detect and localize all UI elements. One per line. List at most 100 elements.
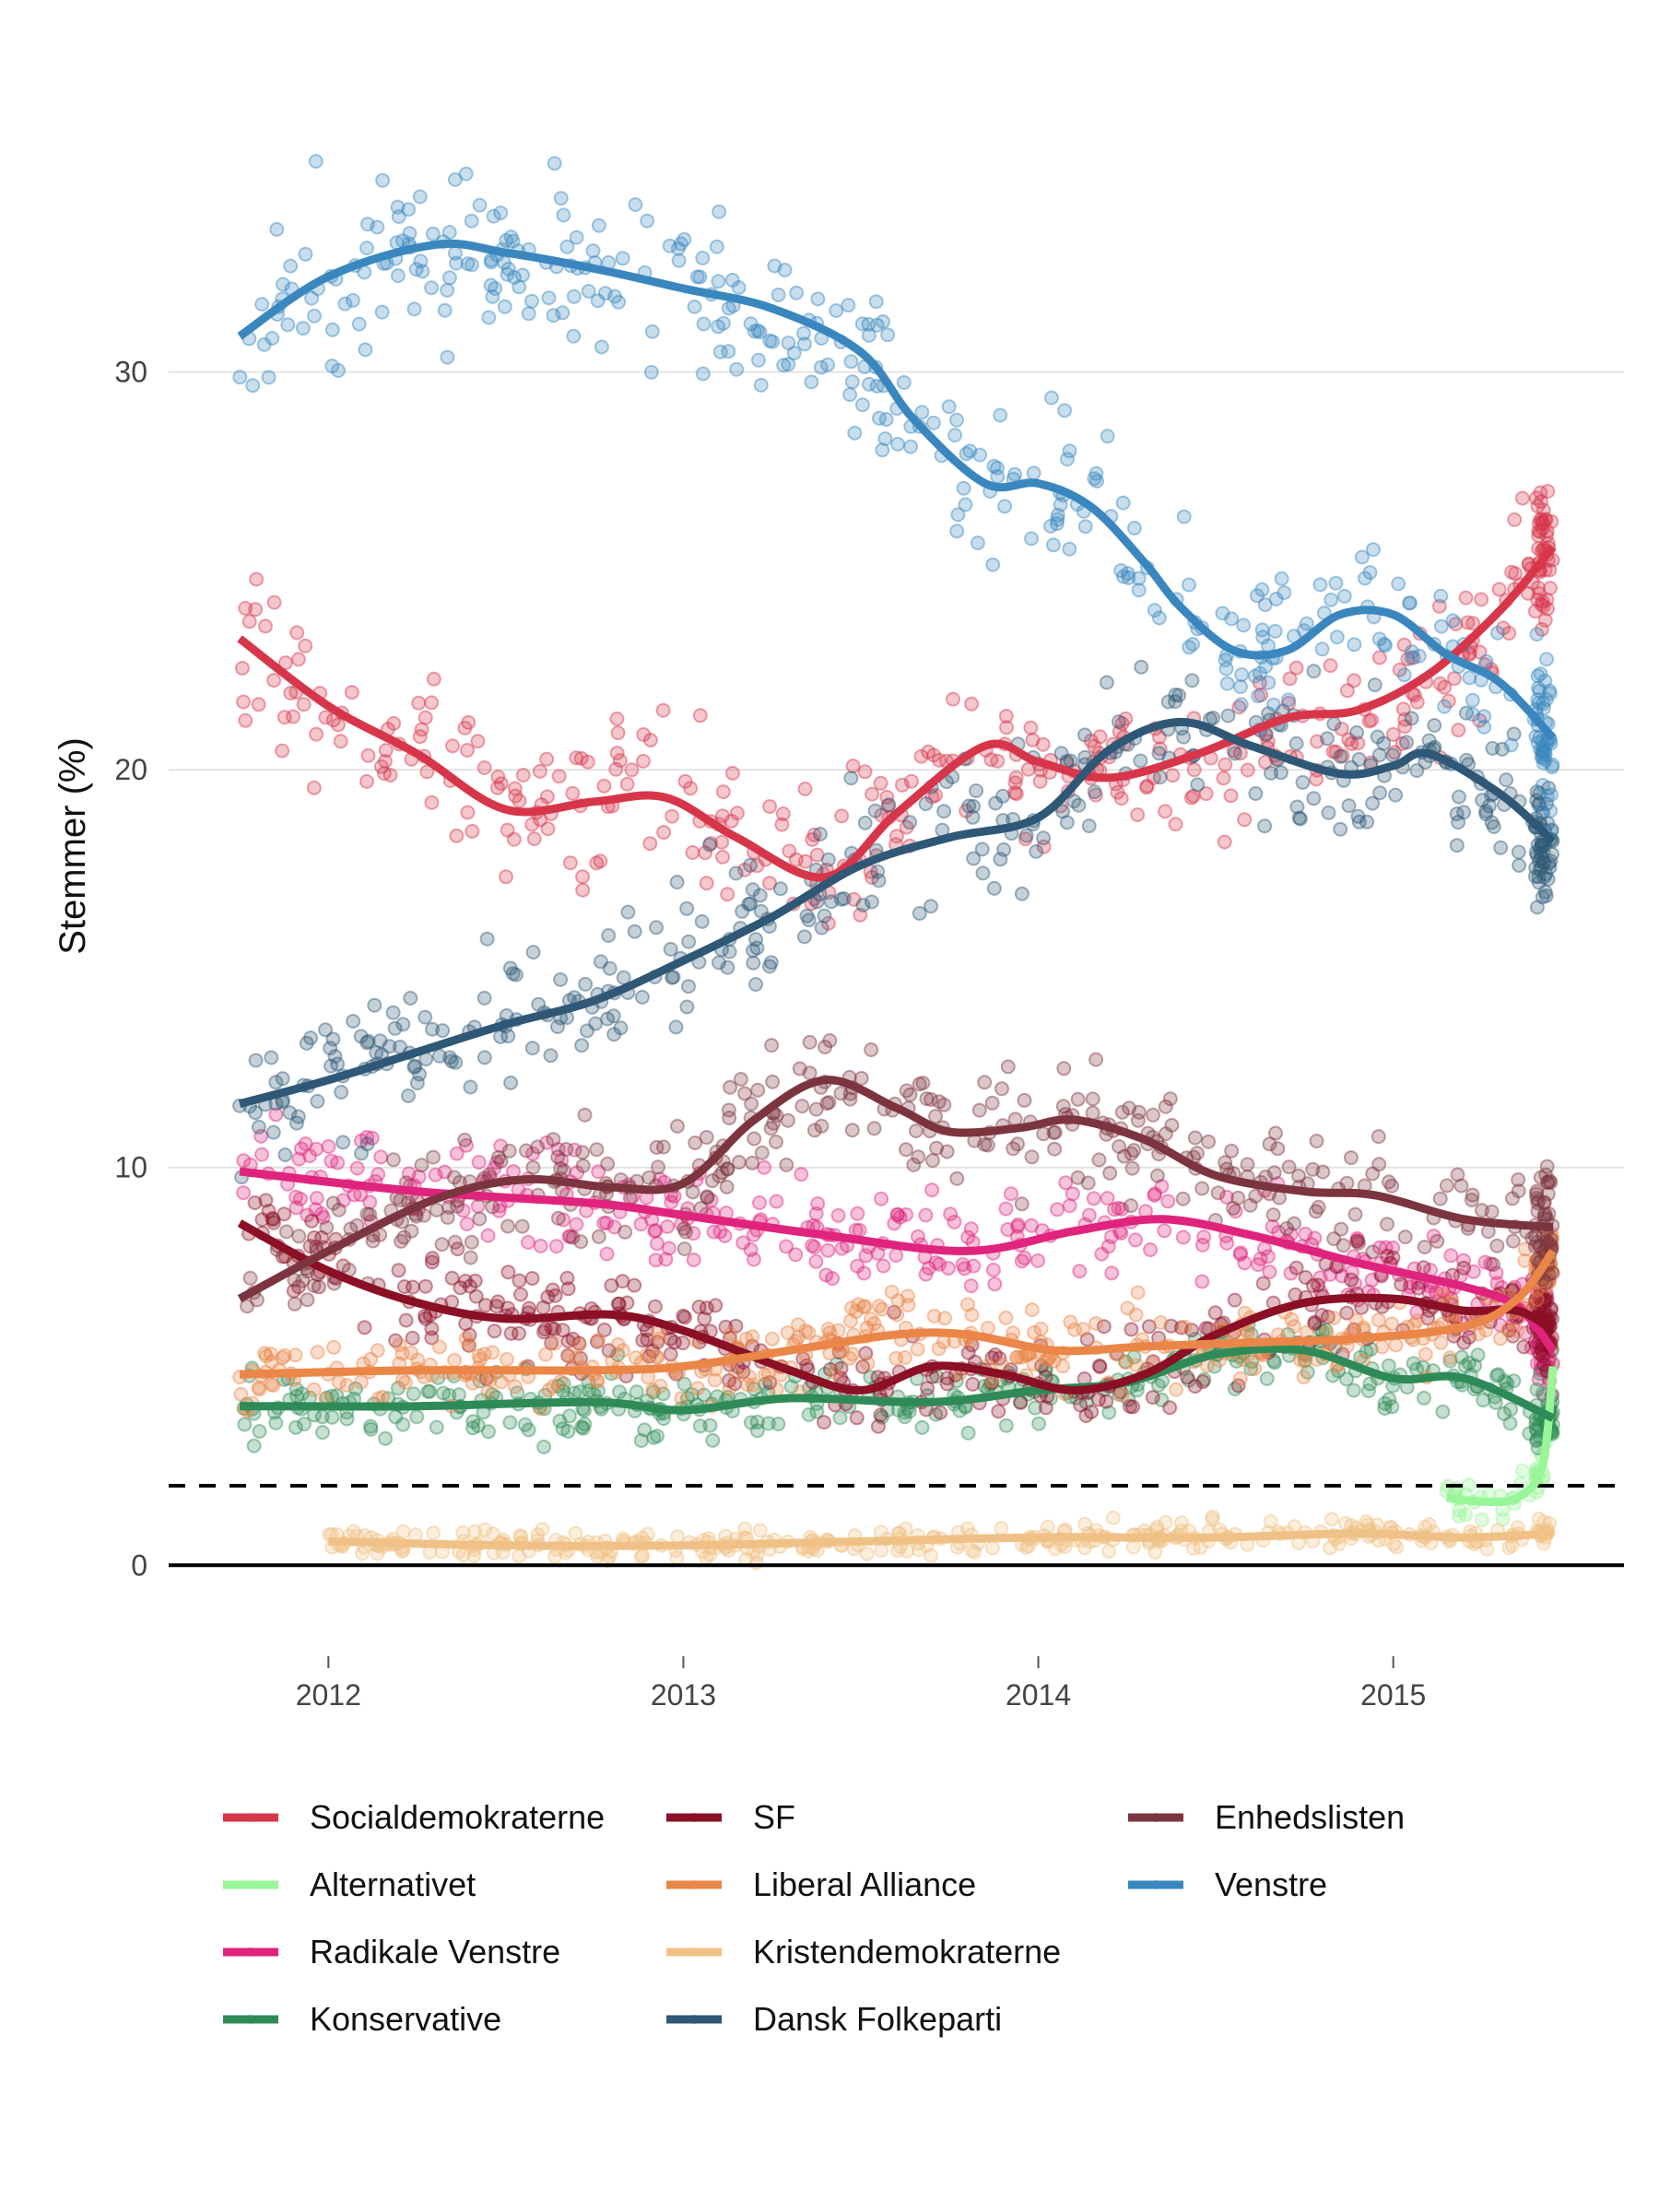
poll-point (468, 1288, 484, 1304)
poll-point (1292, 1352, 1308, 1368)
poll-point (708, 1298, 724, 1313)
poll-point (588, 1016, 604, 1031)
poll-point (347, 1381, 363, 1396)
poll-point (1298, 1226, 1313, 1241)
poll-point (536, 1439, 552, 1454)
poll-point (254, 1147, 270, 1162)
poll-point (1312, 1321, 1327, 1336)
poll-point (1452, 789, 1466, 805)
poll-point (873, 775, 888, 791)
poll-point (966, 851, 982, 866)
poll-point (1300, 1364, 1315, 1380)
poll-point (860, 1356, 876, 1371)
poll-point (998, 1201, 1014, 1217)
poll-point (1218, 757, 1233, 772)
poll-point (591, 218, 606, 233)
poll-point (1490, 625, 1505, 641)
poll-point (364, 1130, 380, 1146)
poll-point (1267, 623, 1283, 639)
poll-point (841, 298, 856, 313)
poll-point (1248, 786, 1264, 801)
poll-point (1134, 659, 1149, 675)
poll-point (426, 1525, 441, 1541)
poll-point (306, 1230, 322, 1245)
poll-point (1371, 1129, 1386, 1145)
poll-point (436, 1385, 451, 1401)
poll-point (843, 1313, 858, 1329)
poll-point (1128, 1232, 1143, 1248)
legend-label: Konservative (310, 2000, 501, 2038)
poll-point (949, 1171, 965, 1186)
poll-point (1359, 1344, 1374, 1359)
poll-point (637, 1422, 653, 1438)
poll-point (1336, 588, 1352, 604)
poll-point (890, 436, 906, 452)
poll-point (650, 1335, 665, 1350)
poll-point (1347, 637, 1362, 653)
poll-point (591, 1383, 606, 1398)
legend-key-point (689, 2015, 699, 2024)
poll-point (1103, 1230, 1119, 1244)
poll-point (748, 977, 763, 992)
poll-point (1442, 1350, 1458, 1366)
poll-point (1077, 727, 1092, 743)
poll-point (1364, 712, 1379, 728)
poll-point (936, 1097, 952, 1112)
poll-point (335, 1258, 351, 1274)
poll-point (1251, 688, 1266, 704)
poll-point (1411, 1280, 1427, 1296)
poll-point (377, 754, 393, 769)
poll-point (1506, 1373, 1522, 1389)
poll-point (440, 349, 455, 365)
poll-point (424, 1321, 440, 1336)
legend-label: Socialdemokraterne (310, 1798, 605, 1836)
poll-point (1320, 1309, 1335, 1324)
poll-point (711, 319, 726, 335)
legend-label: Enhedslisten (1215, 1798, 1405, 1836)
poll-point (1126, 521, 1142, 535)
poll-point (913, 748, 929, 764)
poll-point (324, 1058, 338, 1074)
poll-point (252, 1424, 267, 1439)
poll-point (796, 929, 812, 945)
poll-point (351, 316, 367, 332)
poll-point (744, 1096, 759, 1112)
poll-point (550, 1149, 566, 1165)
poll-point (864, 1042, 879, 1057)
poll-point (911, 1229, 925, 1244)
poll-point (1351, 1235, 1366, 1251)
poll-point (888, 829, 904, 844)
poll-point (932, 1256, 947, 1272)
poll-point (859, 1320, 875, 1335)
poll-point (1028, 1400, 1043, 1416)
poll-point (1531, 541, 1547, 557)
poll-point (314, 1409, 330, 1425)
poll-point (749, 940, 765, 956)
poll-point (514, 267, 530, 283)
poll-point (696, 316, 712, 332)
poll-point (1397, 719, 1413, 735)
poll-point (591, 1229, 606, 1244)
poll-point (694, 913, 710, 929)
poll-point (918, 1266, 934, 1282)
poll-point (1158, 1514, 1173, 1530)
poll-point (314, 1206, 329, 1221)
poll-point (1501, 626, 1517, 641)
poll-point (462, 1278, 477, 1294)
poll-point (1224, 611, 1240, 627)
poll-point (1372, 1240, 1388, 1255)
poll-point (613, 1020, 629, 1036)
poll-point (283, 686, 299, 700)
poll-point (1130, 1112, 1146, 1128)
poll-point (703, 836, 719, 851)
poll-point (296, 697, 312, 712)
poll-point (585, 243, 601, 259)
poll-point (596, 1322, 612, 1337)
poll-point (676, 1308, 691, 1324)
poll-point (783, 1379, 799, 1394)
poll-point (512, 1325, 526, 1341)
poll-point (1384, 1316, 1400, 1332)
poll-point (1530, 499, 1546, 514)
poll-point (251, 1119, 266, 1135)
poll-point (635, 753, 651, 769)
